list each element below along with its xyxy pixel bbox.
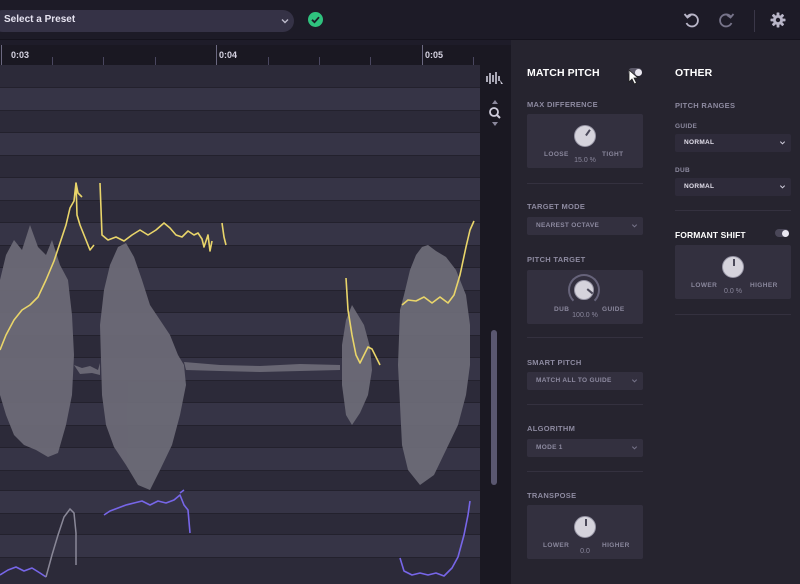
knob-left-label: DUB: [554, 306, 570, 313]
other-title: OTHER: [675, 67, 713, 79]
algorithm-label: ALGORITHM: [527, 424, 576, 433]
match-pitch-title: MATCH PITCH: [527, 67, 600, 79]
smart-pitch-label: SMART PITCH: [527, 358, 582, 367]
preset-label: Select a Preset: [4, 14, 76, 25]
tick-label: 0:03: [11, 50, 30, 60]
algorithm-value: MODE 1: [536, 444, 563, 451]
toolbar-separator: [754, 10, 755, 32]
knob-left-label: LOOSE: [544, 151, 569, 158]
smart-pitch-select[interactable]: MATCH ALL TO GUIDE: [527, 372, 643, 390]
knob-right-label: HIGHER: [602, 542, 630, 549]
chevron-down-icon: [281, 19, 289, 24]
target-mode-value: NEAREST OCTAVE: [536, 222, 600, 229]
pitch-target-control: DUB GUIDE 100.0 %: [527, 270, 643, 324]
preset-dropdown[interactable]: Select a Preset: [0, 10, 294, 32]
pitch-target-label: PITCH TARGET: [527, 255, 586, 264]
knob-right-label: GUIDE: [602, 306, 625, 313]
match-pitch-toggle[interactable]: [628, 68, 642, 76]
formant-shift-toggle[interactable]: [775, 229, 789, 237]
pitch-ranges-label: PITCH RANGES: [675, 101, 736, 110]
smart-pitch-value: MATCH ALL TO GUIDE: [536, 377, 612, 384]
knob-value: 0.0 %: [724, 288, 742, 295]
knob-right-label: HIGHER: [750, 282, 778, 289]
check-circle-icon[interactable]: [308, 12, 323, 27]
chevron-down-icon: [779, 185, 786, 189]
pitch-editor-canvas[interactable]: [0, 65, 480, 584]
dub-label: DUB: [675, 167, 690, 174]
pitch-display: [0, 65, 480, 584]
top-toolbar: Select a Preset: [0, 0, 800, 40]
algorithm-select[interactable]: MODE 1: [527, 439, 643, 457]
knob-left-label: LOWER: [543, 542, 570, 549]
undo-icon[interactable]: [682, 11, 700, 29]
guide-range-value: NORMAL: [684, 139, 715, 146]
waveform-select-icon[interactable]: [485, 70, 505, 86]
knob-value: 15.0 %: [574, 157, 596, 164]
target-mode-select[interactable]: NEAREST OCTAVE: [527, 217, 643, 235]
target-mode-label: TARGET MODE: [527, 202, 586, 211]
max-difference-knob[interactable]: [574, 125, 596, 147]
formant-shift-title: FORMANT SHIFT: [675, 230, 746, 240]
zoom-icon[interactable]: [488, 100, 502, 126]
guide-label: GUIDE: [675, 123, 698, 130]
knob-left-label: LOWER: [691, 282, 718, 289]
tick-label: 0:04: [219, 50, 238, 60]
transpose-control: LOWER HIGHER 0.0: [527, 505, 643, 559]
knob-value: 0.0: [580, 548, 590, 555]
guide-range-select[interactable]: NORMAL: [675, 134, 791, 152]
gear-icon[interactable]: [769, 11, 787, 29]
redo-icon[interactable]: [718, 11, 736, 29]
dub-range-select[interactable]: NORMAL: [675, 178, 791, 196]
tick-label: 0:05: [425, 50, 444, 60]
timeline-ruler[interactable]: 0:03 0:04 0:05: [0, 45, 511, 65]
knob-value: 100.0 %: [572, 312, 598, 319]
chevron-down-icon: [631, 446, 638, 450]
transpose-label: TRANSPOSE: [527, 491, 577, 500]
pitch-target-knob[interactable]: [574, 280, 594, 300]
cursor-icon: [628, 69, 640, 85]
settings-panel: MATCH PITCH MAX DIFFERENCE LOOSE TIGHT 1…: [511, 40, 800, 584]
formant-shift-knob[interactable]: [722, 256, 744, 278]
formant-shift-control: LOWER HIGHER 0.0 %: [675, 245, 791, 299]
knob-right-label: TIGHT: [602, 151, 624, 158]
max-difference-control: LOOSE TIGHT 15.0 %: [527, 114, 643, 168]
max-difference-label: MAX DIFFERENCE: [527, 100, 598, 109]
knob-ring: [568, 274, 600, 306]
tool-column: [480, 65, 511, 584]
chevron-down-icon: [779, 141, 786, 145]
vertical-scrollbar[interactable]: [491, 330, 497, 485]
transpose-knob[interactable]: [574, 516, 596, 538]
chevron-down-icon: [631, 224, 638, 228]
dub-range-value: NORMAL: [684, 183, 715, 190]
chevron-down-icon: [631, 379, 638, 383]
